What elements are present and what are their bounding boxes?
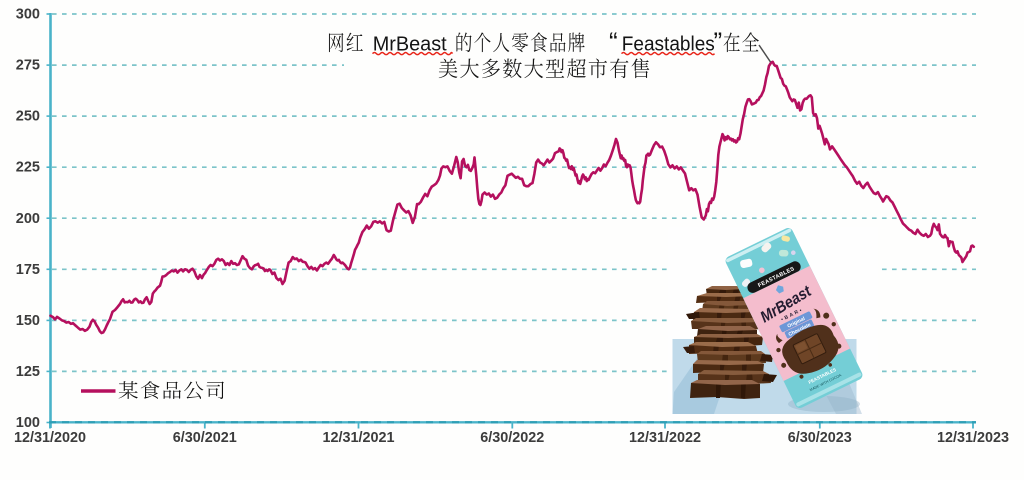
svg-text:175: 175 bbox=[16, 262, 40, 278]
svg-text:12/31/2022: 12/31/2022 bbox=[629, 430, 701, 446]
svg-text:MrBeast: MrBeast bbox=[373, 34, 447, 56]
svg-text:”: ” bbox=[714, 27, 723, 57]
svg-text:300: 300 bbox=[16, 7, 40, 23]
svg-text:12/31/2023: 12/31/2023 bbox=[937, 430, 1009, 446]
svg-text:150: 150 bbox=[16, 313, 40, 329]
svg-text:225: 225 bbox=[16, 160, 40, 176]
svg-text:250: 250 bbox=[16, 109, 40, 125]
svg-text:100: 100 bbox=[16, 415, 40, 431]
svg-text:12/31/2020: 12/31/2020 bbox=[14, 430, 86, 446]
svg-text:275: 275 bbox=[16, 58, 40, 74]
svg-text:6/30/2023: 6/30/2023 bbox=[788, 430, 852, 446]
svg-text:12/31/2021: 12/31/2021 bbox=[322, 430, 394, 446]
svg-text:6/30/2022: 6/30/2022 bbox=[480, 430, 544, 446]
svg-text:6/30/2021: 6/30/2021 bbox=[173, 430, 237, 446]
svg-text:“: “ bbox=[609, 27, 618, 57]
svg-text:200: 200 bbox=[16, 211, 40, 227]
svg-text:Feastables: Feastables bbox=[622, 34, 715, 56]
svg-text:125: 125 bbox=[16, 364, 40, 380]
